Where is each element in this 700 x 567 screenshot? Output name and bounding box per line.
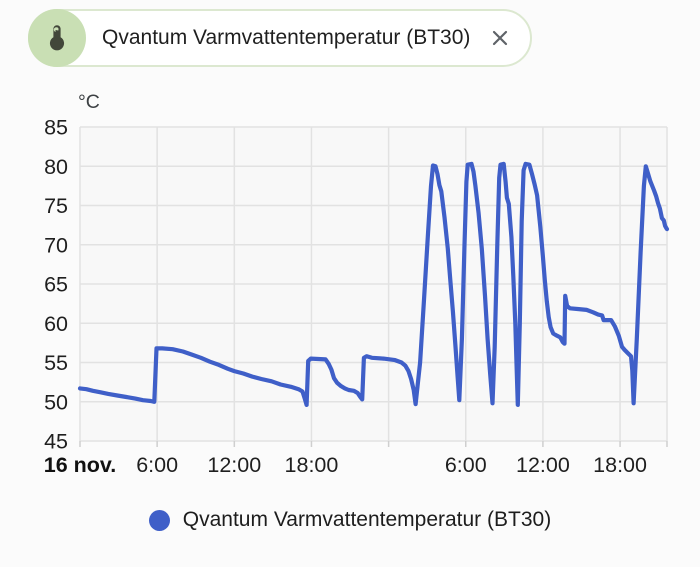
y-tick-label: 45 <box>44 430 68 454</box>
x-tick-label: 18:00 <box>593 453 647 477</box>
y-tick-label: 85 <box>44 116 68 140</box>
chart-legend[interactable]: Qvantum Varmvattentemperatur (BT30) <box>0 508 700 532</box>
y-tick-label: 80 <box>44 155 68 179</box>
y-tick-label: 70 <box>44 233 68 257</box>
y-tick-label: 55 <box>44 351 68 375</box>
thermometer-icon <box>49 25 65 51</box>
entity-chip[interactable]: Qvantum Varmvattentemperatur (BT30) <box>28 9 533 67</box>
legend-marker-circle <box>148 509 170 531</box>
x-tick-label: 18:00 <box>285 453 339 477</box>
x-tick-label: 16 nov. <box>44 453 117 477</box>
x-tick-label: 6:00 <box>445 453 487 477</box>
x-tick-label: 12:00 <box>516 453 570 477</box>
thermometer-icon-badge <box>28 9 86 67</box>
y-tick-label: 60 <box>44 312 68 336</box>
y-tick-label: 65 <box>44 273 68 297</box>
x-tick-label: 6:00 <box>136 453 178 477</box>
y-tick-label: 75 <box>44 194 68 218</box>
entity-chip-label: Qvantum Varmvattentemperatur (BT30) <box>102 26 471 49</box>
x-tick-label: 12:00 <box>207 453 261 477</box>
y-axis-unit-label: °C <box>78 91 100 113</box>
y-tick-label: 50 <box>44 390 68 414</box>
legend-label: Qvantum Varmvattentemperatur (BT30) <box>182 508 552 531</box>
close-icon[interactable] <box>488 26 512 50</box>
temperature-line[interactable] <box>77 161 670 407</box>
